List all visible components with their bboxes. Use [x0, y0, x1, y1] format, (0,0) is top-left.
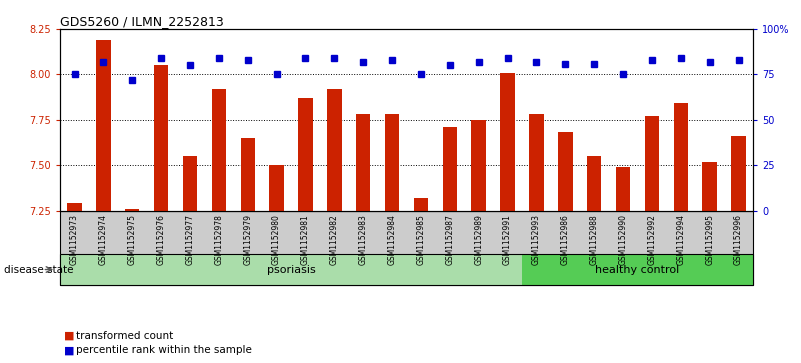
Text: ■: ■ — [64, 345, 74, 355]
Text: transformed count: transformed count — [76, 331, 173, 341]
Bar — [702, 162, 717, 211]
Text: GSM1152978: GSM1152978 — [215, 214, 223, 265]
Text: GSM1152992: GSM1152992 — [647, 214, 656, 265]
Text: GSM1152993: GSM1152993 — [532, 214, 541, 265]
Bar — [356, 114, 370, 211]
Text: GSM1152983: GSM1152983 — [359, 214, 368, 265]
Text: healthy control: healthy control — [595, 265, 679, 274]
Text: GSM1152984: GSM1152984 — [388, 214, 396, 265]
Bar — [384, 114, 399, 211]
Bar — [327, 89, 341, 211]
Bar — [269, 165, 284, 211]
Bar — [96, 40, 111, 211]
Bar — [298, 98, 312, 211]
Bar — [587, 156, 602, 211]
Bar — [443, 127, 457, 211]
Text: GSM1152977: GSM1152977 — [186, 214, 195, 265]
Text: psoriasis: psoriasis — [267, 265, 316, 274]
Bar — [645, 116, 659, 211]
Text: GSM1152982: GSM1152982 — [330, 214, 339, 265]
Text: GSM1152985: GSM1152985 — [417, 214, 425, 265]
Bar — [558, 132, 573, 211]
Bar — [616, 167, 630, 211]
Bar — [154, 65, 168, 211]
Bar — [183, 156, 197, 211]
Text: disease state: disease state — [4, 265, 74, 274]
Bar — [731, 136, 746, 211]
Bar — [211, 89, 226, 211]
Text: GSM1152991: GSM1152991 — [503, 214, 512, 265]
Text: GSM1152989: GSM1152989 — [474, 214, 483, 265]
Bar — [529, 114, 544, 211]
Bar — [67, 203, 82, 211]
Bar — [414, 198, 429, 211]
Bar — [125, 209, 139, 211]
Text: GSM1152995: GSM1152995 — [705, 214, 714, 265]
Text: GSM1152986: GSM1152986 — [561, 214, 570, 265]
Text: percentile rank within the sample: percentile rank within the sample — [76, 345, 252, 355]
Text: GDS5260 / ILMN_2252813: GDS5260 / ILMN_2252813 — [60, 15, 223, 28]
Text: GSM1152973: GSM1152973 — [70, 214, 79, 265]
Text: GSM1152996: GSM1152996 — [734, 214, 743, 265]
Text: GSM1152988: GSM1152988 — [590, 214, 598, 265]
Text: GSM1152990: GSM1152990 — [618, 214, 627, 265]
Text: GSM1152976: GSM1152976 — [157, 214, 166, 265]
Text: GSM1152975: GSM1152975 — [127, 214, 137, 265]
Text: GSM1152994: GSM1152994 — [676, 214, 686, 265]
Text: GSM1152987: GSM1152987 — [445, 214, 454, 265]
Text: ■: ■ — [64, 331, 74, 341]
Bar — [501, 73, 515, 211]
Text: GSM1152980: GSM1152980 — [272, 214, 281, 265]
Text: GSM1152974: GSM1152974 — [99, 214, 108, 265]
Bar — [472, 120, 486, 211]
Bar — [240, 138, 255, 211]
Text: GSM1152981: GSM1152981 — [301, 214, 310, 265]
Text: GSM1152979: GSM1152979 — [244, 214, 252, 265]
Bar — [674, 103, 688, 211]
